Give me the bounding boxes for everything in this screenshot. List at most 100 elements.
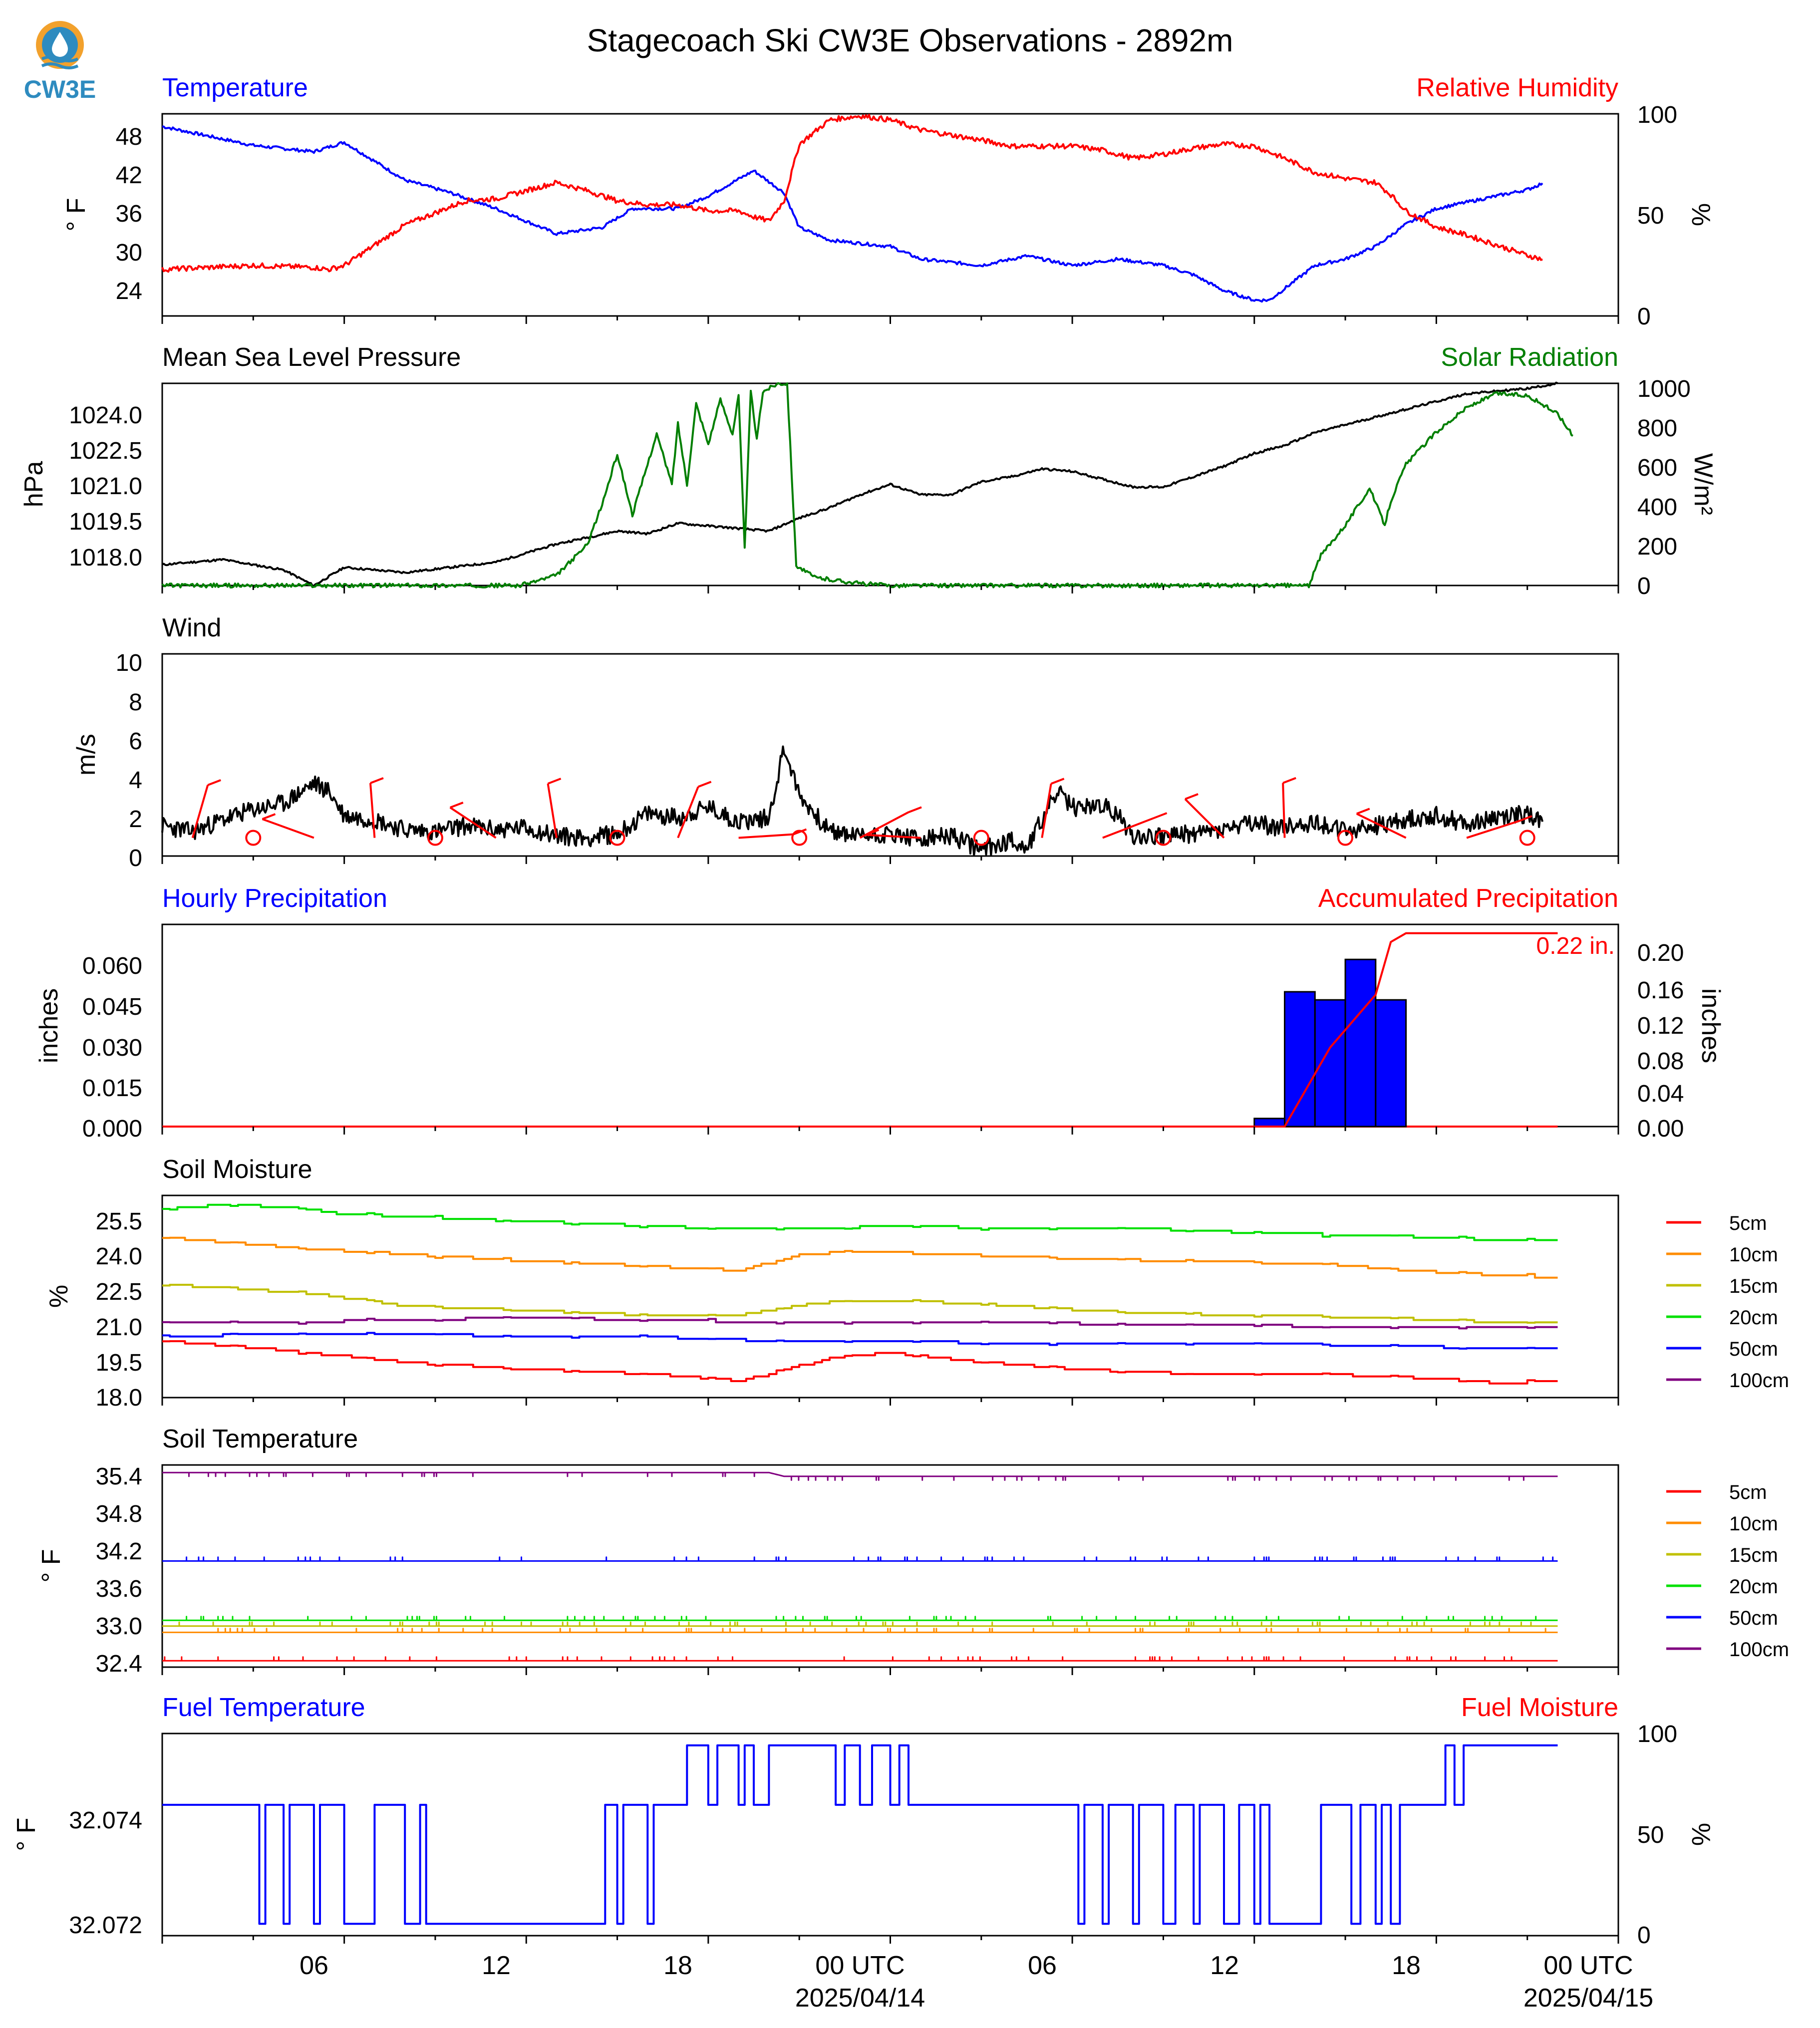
time-tick-label: 12 bbox=[1210, 1951, 1239, 1980]
soil-temperature-title: Soil Temperature bbox=[162, 1425, 358, 1453]
hourly-precip-bar bbox=[1314, 999, 1346, 1128]
legend-item-10cm: 10cm bbox=[1666, 1513, 1778, 1535]
pressure-tick: 1018.0 bbox=[69, 545, 142, 571]
panel-pressure: Mean Sea Level Pressure Solar Radiation … bbox=[19, 343, 1718, 599]
temperature-axes bbox=[161, 113, 1619, 317]
temperature-tick: 30 bbox=[116, 240, 142, 266]
figure-title: Stagecoach Ski CW3E Observations - 2892m bbox=[587, 22, 1233, 58]
wind-barb bbox=[245, 830, 262, 846]
pressure-tick: 1024.0 bbox=[69, 402, 142, 429]
hourly-precip-bar bbox=[1284, 991, 1316, 1128]
solar-tick: 0 bbox=[1637, 573, 1651, 599]
precip-left-unit: inches bbox=[34, 988, 63, 1063]
legend-label: 15cm bbox=[1729, 1544, 1778, 1566]
relative-humidity-title: Relative Humidity bbox=[1416, 73, 1618, 102]
legend-label: 50cm bbox=[1729, 1338, 1778, 1360]
soil-temperature-unit: ° F bbox=[37, 1549, 66, 1582]
precip-tick: 0.000 bbox=[82, 1116, 142, 1142]
legend-item-100cm: 100cm bbox=[1666, 1639, 1789, 1661]
legend-label: 15cm bbox=[1729, 1275, 1778, 1297]
soil-temperature-100cm-line bbox=[162, 1471, 1558, 1481]
legend-item-15cm: 15cm bbox=[1666, 1275, 1778, 1297]
legend-label: 100cm bbox=[1729, 1639, 1789, 1661]
wind-barb bbox=[791, 830, 808, 846]
wind-barb bbox=[1519, 830, 1535, 846]
wind-barb bbox=[609, 830, 625, 846]
wind-title: Wind bbox=[162, 613, 221, 642]
solar-tick: 1000 bbox=[1637, 376, 1691, 402]
pressure-tick: 1022.5 bbox=[69, 438, 142, 464]
fuel-temperature-tick: 32.072 bbox=[69, 1912, 142, 1939]
date-label: 2025/04/14 bbox=[795, 1984, 925, 2013]
solar-tick: 800 bbox=[1637, 415, 1677, 442]
logo-text: CW3E bbox=[24, 75, 96, 103]
pressure-plot-area bbox=[161, 381, 1573, 588]
date-label: 2025/04/15 bbox=[1523, 1984, 1653, 2013]
time-tick-label: 06 bbox=[1028, 1951, 1057, 1980]
fuel-temperature-tick: 32.074 bbox=[69, 1807, 142, 1834]
cw3e-water-drop-logo-icon bbox=[36, 21, 84, 69]
legend-label: 5cm bbox=[1729, 1481, 1767, 1503]
solar-tick: 600 bbox=[1637, 455, 1677, 481]
temperature-line bbox=[162, 125, 1543, 303]
wind-barb bbox=[547, 778, 562, 838]
wind-barb bbox=[449, 801, 497, 839]
accumulated-precip-title: Accumulated Precipitation bbox=[1318, 884, 1618, 913]
soil-moisture-50cm-line bbox=[162, 1332, 1558, 1350]
soil-moisture-tick: 25.5 bbox=[96, 1208, 142, 1235]
legend-label: 100cm bbox=[1729, 1370, 1789, 1392]
fuel-moisture-unit: % bbox=[1686, 1823, 1715, 1846]
panels: Temperature Relative Humidity ° F % 48 4… bbox=[12, 73, 1725, 1949]
temperature-tick: 24 bbox=[116, 278, 142, 304]
wind-speed-line bbox=[161, 745, 1544, 857]
wind-tick: 2 bbox=[129, 806, 142, 833]
soil-temperature-tick: 33.6 bbox=[96, 1576, 142, 1602]
temperature-plot-area bbox=[161, 114, 1543, 303]
solar-radiation-title: Solar Radiation bbox=[1441, 343, 1618, 372]
panel-wind: Wind m/s 10 8 6 4 2 0 bbox=[72, 613, 1619, 871]
accum-tick: 0.04 bbox=[1637, 1081, 1684, 1107]
soil-moisture-tick: 22.5 bbox=[96, 1279, 142, 1305]
accum-tick: 0.20 bbox=[1637, 940, 1684, 966]
soil-temperature-plot-area bbox=[162, 1471, 1558, 1662]
wind-barb bbox=[1184, 793, 1225, 839]
cw3e-logo: CW3E bbox=[24, 21, 96, 103]
pressure-tick: 1019.5 bbox=[69, 509, 142, 535]
legend-label: 10cm bbox=[1729, 1244, 1778, 1266]
fuel-temperature-title: Fuel Temperature bbox=[162, 1693, 365, 1722]
pressure-tick: 1021.0 bbox=[69, 473, 142, 500]
wind-barb bbox=[677, 781, 712, 839]
wind-barb bbox=[1041, 778, 1065, 838]
temperature-tick: 48 bbox=[116, 124, 142, 150]
accumulated-total-label: 0.22 in. bbox=[1536, 933, 1615, 959]
panel-soil-temperature: Soil Temperature ° F 35.4 34.8 34.2 33.6… bbox=[37, 1425, 1619, 1677]
wind-barb bbox=[1282, 777, 1296, 838]
solar-tick: 200 bbox=[1637, 534, 1677, 560]
hourly-precip-bar bbox=[1344, 958, 1377, 1128]
soil-moisture-title: Soil Moisture bbox=[162, 1155, 312, 1184]
time-tick-label: 12 bbox=[482, 1951, 511, 1980]
wind-barb bbox=[865, 829, 921, 839]
wind-barb bbox=[1356, 808, 1407, 839]
panel-precipitation: Hourly Precipitation Accumulated Precipi… bbox=[34, 884, 1725, 1142]
legend-label: 10cm bbox=[1729, 1513, 1778, 1535]
panel-temperature: Temperature Relative Humidity ° F % 48 4… bbox=[62, 73, 1715, 330]
accum-tick: 0.08 bbox=[1637, 1048, 1684, 1075]
panel-fuel: Fuel Temperature Fuel Moisture ° F % 32.… bbox=[12, 1693, 1715, 1949]
temperature-tick: 36 bbox=[116, 201, 142, 227]
accum-tick: 0.00 bbox=[1637, 1116, 1684, 1142]
wind-tick: 4 bbox=[129, 767, 142, 794]
humidity-tick: 0 bbox=[1637, 303, 1651, 330]
legend-label: 5cm bbox=[1729, 1212, 1767, 1234]
legend-item-100cm: 100cm bbox=[1666, 1370, 1789, 1392]
legend-item-15cm: 15cm bbox=[1666, 1544, 1778, 1566]
soil-temperature-5cm-line bbox=[162, 1656, 1558, 1662]
precip-tick: 0.045 bbox=[82, 994, 142, 1020]
soil-temperature-tick: 34.2 bbox=[96, 1538, 142, 1565]
precip-tick: 0.060 bbox=[82, 953, 142, 979]
wind-plot-area bbox=[161, 745, 1544, 857]
wind-tick: 0 bbox=[129, 845, 142, 871]
wind-barb bbox=[1337, 830, 1354, 846]
panel-soil-moisture: Soil Moisture % 25.5 24.0 22.5 21.0 19.5… bbox=[44, 1155, 1619, 1411]
